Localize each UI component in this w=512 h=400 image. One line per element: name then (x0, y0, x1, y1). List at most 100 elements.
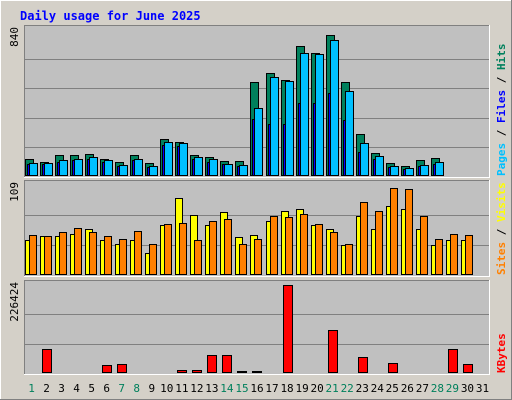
day-label-15: 15 (235, 382, 248, 395)
bar-sites-day-23 (360, 202, 368, 275)
bar-kbytes-day-30 (463, 364, 473, 373)
bar-sites-day-17 (270, 216, 278, 275)
bar-pages-day-11 (179, 143, 188, 176)
day-labels: 1 2 3 4 5 6 7 8 9 10 11 12 13 14 15 16 17 18 19 20 21 22 23 24 2… (28, 382, 489, 395)
day-label-11: 11 (175, 382, 188, 395)
bar-kbytes-day-7 (117, 364, 127, 373)
bar-kbytes-day-2 (42, 349, 52, 373)
panel-hits-files-pages: 840 Pages / Files / Hits (8, 25, 508, 178)
bar-sites-day-2 (44, 236, 52, 275)
day-label-9: 9 (148, 382, 155, 395)
bar-pages-day-21 (330, 40, 339, 176)
bar-kbytes-day-12 (192, 370, 202, 373)
bar-kbytes-day-6 (102, 365, 112, 373)
bar-pages-day-10 (164, 142, 173, 176)
bar-kbytes-day-23 (358, 357, 368, 373)
day-label-23: 23 (356, 382, 369, 395)
day-label-5: 5 (88, 382, 95, 395)
panel-background (24, 280, 490, 375)
day-label-3: 3 (58, 382, 65, 395)
panel-visits-sites: 109 Sites / Visits (8, 180, 508, 277)
bar-pages-day-3 (59, 160, 68, 176)
day-label-30: 30 (461, 382, 474, 395)
bar-sites-day-7 (119, 239, 127, 275)
legend-entry: Hits (495, 44, 508, 71)
day-label-19: 19 (295, 382, 308, 395)
chart-panels: 840 Pages / Files / Hits 109 Sites / Visits… (8, 25, 508, 375)
bar-pages-day-4 (74, 159, 83, 176)
legend-entry: / (495, 70, 508, 90)
axis-max-label: 109 (8, 182, 21, 202)
bar-kbytes-day-11 (177, 370, 187, 373)
bar-sites-day-27 (420, 216, 428, 275)
bar-sites-day-11 (179, 223, 187, 275)
bar-pages-day-26 (405, 168, 414, 176)
bar-sites-day-15 (239, 244, 247, 275)
bar-sites-day-25 (390, 188, 398, 275)
bar-pages-day-23 (360, 143, 369, 176)
legend-entry: / (495, 123, 508, 143)
day-label-1: 1 (28, 382, 35, 395)
panel-kbytes: 226424 KBytes (8, 280, 508, 375)
legend-entry: Files (495, 90, 508, 123)
day-label-28: 28 (431, 382, 444, 395)
bar-sites-day-9 (149, 244, 157, 275)
bar-kbytes-day-16 (252, 371, 262, 373)
bar-pages-day-19 (300, 53, 309, 176)
day-label-27: 27 (416, 382, 429, 395)
bar-sites-day-28 (435, 239, 443, 275)
bar-sites-day-1 (29, 235, 37, 275)
bar-kbytes-day-18 (283, 285, 293, 373)
bar-pages-day-20 (315, 54, 324, 176)
day-label-17: 17 (265, 382, 278, 395)
bar-sites-day-12 (194, 240, 202, 275)
bar-kbytes-day-21 (328, 330, 338, 373)
bar-pages-day-13 (209, 159, 218, 176)
bar-kbytes-day-25 (388, 363, 398, 373)
axis-max-label: 226424 (8, 282, 21, 322)
bar-sites-day-29 (450, 234, 458, 275)
legend-entry: Visits (495, 182, 508, 222)
bar-pages-day-2 (44, 163, 53, 176)
day-label-8: 8 (133, 382, 140, 395)
bar-kbytes-day-13 (207, 355, 217, 373)
bar-pages-day-1 (29, 163, 38, 176)
legend-entry: KBytes (495, 333, 508, 373)
bar-pages-day-17 (270, 77, 279, 176)
bar-pages-day-28 (435, 162, 444, 176)
bar-sites-day-21 (330, 232, 338, 275)
day-label-25: 25 (386, 382, 399, 395)
axis-max-label: 840 (8, 27, 21, 47)
bar-pages-day-15 (239, 165, 248, 176)
bar-sites-day-13 (209, 221, 217, 275)
bar-sites-day-24 (375, 211, 383, 275)
day-label-29: 29 (446, 382, 459, 395)
bar-pages-day-8 (134, 159, 143, 176)
bar-pages-day-12 (194, 157, 203, 176)
bar-sites-day-10 (164, 224, 172, 275)
bar-sites-day-22 (345, 244, 353, 275)
legend-entry: Pages (495, 143, 508, 176)
day-label-21: 21 (326, 382, 339, 395)
bar-sites-day-3 (59, 232, 67, 275)
bar-sites-day-8 (134, 231, 142, 275)
bar-pages-day-6 (104, 160, 113, 176)
series-legend-label: Sites / Visits (495, 182, 508, 275)
series-legend-label: Pages / Files / Hits (495, 44, 508, 177)
bar-pages-day-27 (420, 165, 429, 176)
bar-kbytes-day-15 (237, 371, 247, 373)
legend-entry: Sites (495, 242, 508, 275)
bar-sites-day-20 (315, 224, 323, 275)
day-label-18: 18 (280, 382, 293, 395)
bar-pages-day-7 (119, 165, 128, 176)
bar-pages-day-14 (224, 164, 233, 176)
bar-sites-day-6 (104, 236, 112, 275)
day-label-10: 10 (160, 382, 173, 395)
bar-pages-day-9 (149, 166, 158, 176)
legend-entry: / (495, 222, 508, 242)
chart-title: Daily usage for June 2025 (20, 9, 201, 23)
series-legend-label: KBytes (495, 333, 508, 373)
day-label-6: 6 (103, 382, 110, 395)
